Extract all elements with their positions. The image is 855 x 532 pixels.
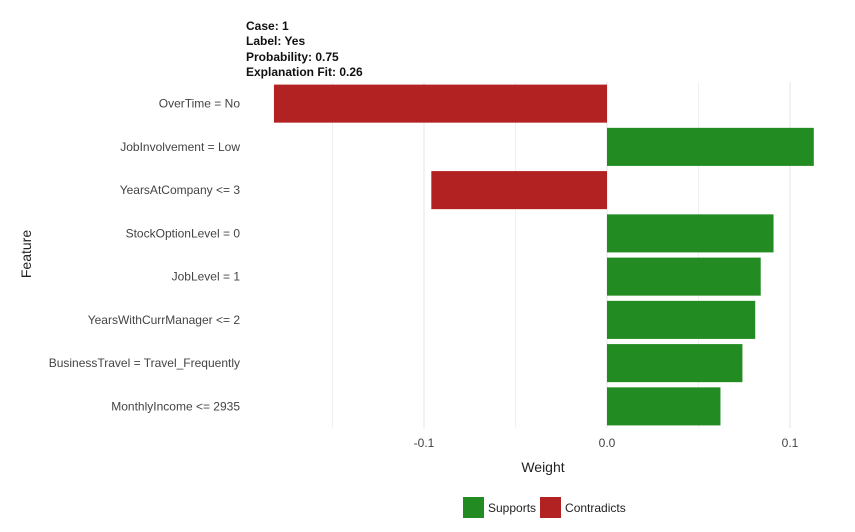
x-tick-labels: -0.1 0.0 0.1: [414, 436, 799, 450]
y-tick-label: JobInvolvement = Low: [120, 140, 240, 154]
probability-value: Probability: 0.75: [246, 50, 339, 64]
y-tick-label: BusinessTravel = Travel_Frequently: [49, 356, 240, 370]
bar-4: [607, 257, 761, 296]
case-label: Case: 1: [246, 19, 289, 33]
legend-swatch-contradicts: [540, 497, 562, 518]
y-axis-title: Feature: [18, 230, 34, 278]
y-tick-label: JobLevel = 1: [172, 270, 241, 284]
y-tick-label: YearsWithCurrManager <= 2: [88, 313, 241, 327]
legend-swatch-supports: [463, 497, 484, 518]
bar-2: [431, 171, 607, 210]
y-tick-label: YearsAtCompany <= 3: [120, 183, 241, 197]
bar-1: [607, 127, 814, 166]
label-value: Label: Yes: [246, 34, 306, 48]
bar-0: [273, 84, 607, 123]
x-tick-label: -0.1: [414, 436, 435, 450]
x-tick-label: 0.0: [599, 436, 616, 450]
bar-6: [607, 344, 743, 383]
bar-7: [607, 387, 721, 426]
legend: Supports Contradicts: [463, 497, 630, 518]
y-tick-label: OverTime = No: [159, 97, 241, 111]
legend-label-contradicts: Contradicts: [565, 500, 626, 515]
x-axis-title: Weight: [521, 459, 564, 475]
x-tick-label: 0.1: [782, 436, 799, 450]
bar-3: [607, 214, 774, 253]
y-tick-label: StockOptionLevel = 0: [126, 226, 241, 240]
legend-label-supports: Supports: [488, 500, 537, 515]
bars: [273, 84, 814, 426]
bar-5: [607, 300, 756, 339]
explanation-fit-value: Explanation Fit: 0.26: [246, 65, 363, 79]
y-tick-label: MonthlyIncome <= 2935: [111, 399, 240, 413]
y-tick-labels: OverTime = No JobInvolvement = Low YearsAt…: [49, 97, 241, 414]
